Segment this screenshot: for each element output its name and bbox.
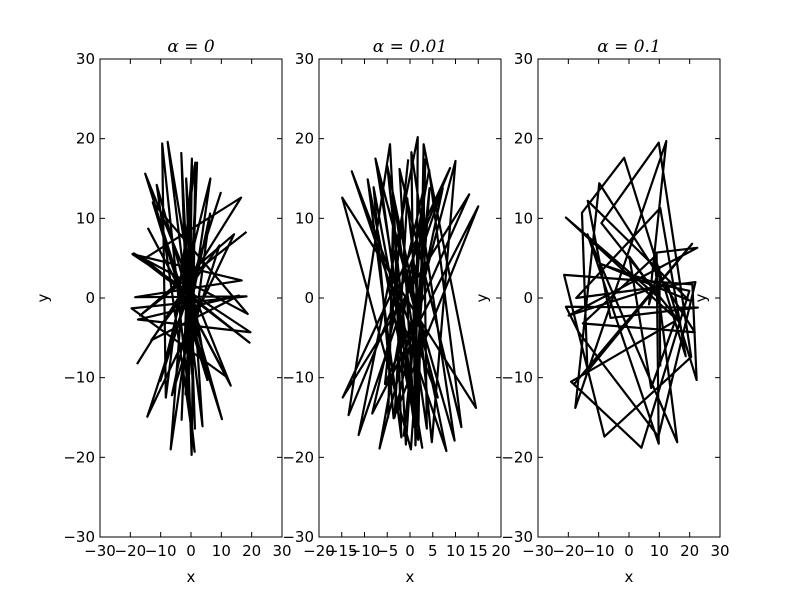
y-axis-label: y [692, 293, 710, 302]
y-tick-label: −30 [282, 528, 314, 546]
series-line-0 [341, 135, 480, 453]
x-tick-label: −30 [84, 542, 116, 560]
y-tick-label: 10 [295, 209, 314, 227]
y-axis-label: y [34, 293, 52, 302]
y-tick-label: 0 [85, 289, 95, 307]
y-tick-label: 20 [295, 130, 314, 148]
y-tick-label: −20 [282, 448, 314, 466]
x-tick-label: 10 [650, 542, 669, 560]
x-tick-label: 0 [186, 542, 196, 560]
x-tick-label: 10 [446, 542, 465, 560]
x-tick-label: −10 [583, 542, 615, 560]
x-tick-label: 5 [428, 542, 438, 560]
x-tick-label: −30 [522, 542, 554, 560]
y-tick-label: −10 [63, 369, 95, 387]
subplot-title: α = 0 [167, 37, 215, 57]
x-tick-label: −15 [326, 542, 358, 560]
subplot-title: α = 0.01 [373, 37, 447, 57]
y-tick-label: −20 [501, 448, 533, 466]
x-tick-label: −20 [553, 542, 585, 560]
series-line-0 [130, 140, 252, 457]
y-tick-label: −20 [63, 448, 95, 466]
y-tick-label: −30 [63, 528, 95, 546]
y-tick-label: 20 [514, 130, 533, 148]
x-tick-label: −20 [115, 542, 147, 560]
y-tick-label: 30 [295, 50, 314, 68]
y-tick-label: 10 [514, 209, 533, 227]
y-tick-label: −30 [501, 528, 533, 546]
x-tick-label: 0 [405, 542, 415, 560]
x-tick-label: 20 [242, 542, 261, 560]
series-line-0 [562, 139, 699, 449]
x-axis-label: x [187, 568, 196, 586]
x-tick-label: 20 [680, 542, 699, 560]
x-tick-label: 0 [624, 542, 634, 560]
x-tick-label: 10 [212, 542, 231, 560]
y-tick-label: 20 [76, 130, 95, 148]
subplot-alpha-0-1: α = 0.1 −30−20−10 0 10 20 30−30−20−100102030… [501, 37, 729, 586]
x-tick-label: 20 [491, 542, 510, 560]
y-tick-label: 10 [76, 209, 95, 227]
x-axis-label: x [625, 568, 634, 586]
y-tick-label: −10 [282, 369, 314, 387]
y-tick-label: 30 [514, 50, 533, 68]
subplot-alpha-0-01: α = 0.01 −20−15−10−5 0 5 10 15 20−30−20−10010… [282, 37, 510, 586]
x-tick-label: −5 [376, 542, 398, 560]
x-tick-label: −10 [145, 542, 177, 560]
y-axis-label: y [473, 293, 491, 302]
x-tick-label: −20 [303, 542, 335, 560]
x-axis-label: x [406, 568, 415, 586]
y-tick-label: 30 [76, 50, 95, 68]
x-tick-label: 15 [469, 542, 488, 560]
x-tick-label: 30 [272, 542, 291, 560]
x-tick-label: 30 [710, 542, 729, 560]
y-tick-label: 0 [304, 289, 314, 307]
subplot-title: α = 0.1 [597, 37, 661, 57]
x-tick-label: −10 [349, 542, 381, 560]
y-tick-label: 0 [523, 289, 533, 307]
y-tick-label: −10 [501, 369, 533, 387]
